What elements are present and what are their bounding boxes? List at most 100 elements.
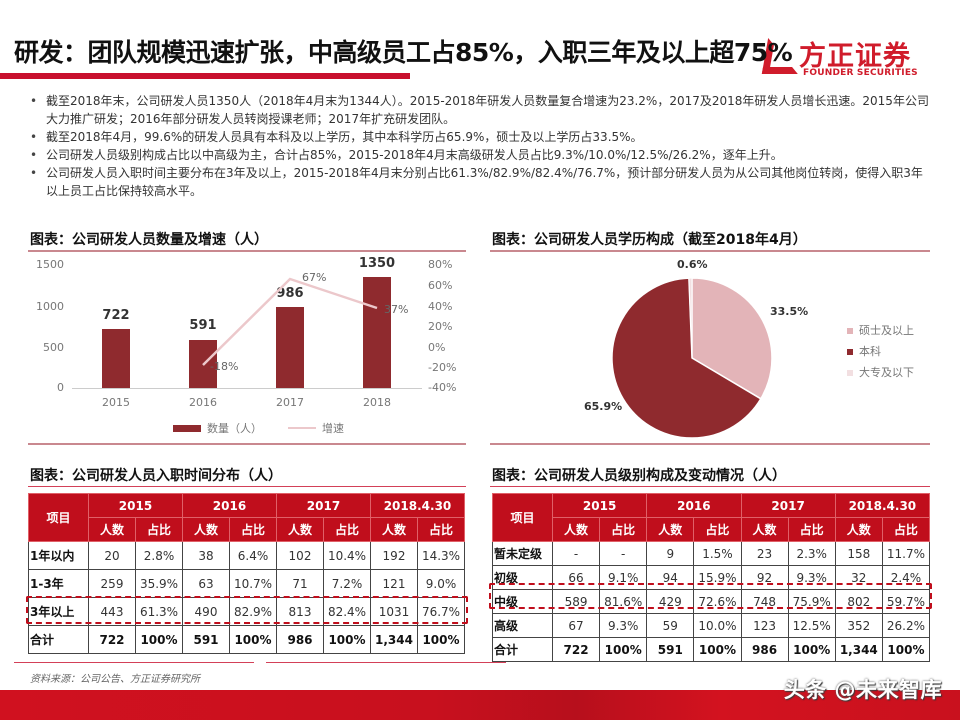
x-axis-line (72, 388, 422, 389)
col-header-year: 2016 (182, 493, 277, 518)
panel-divider (28, 443, 466, 445)
cell: 100% (881, 637, 931, 662)
cell: 100% (599, 637, 648, 662)
panel-divider (28, 486, 466, 487)
cell: 2.8% (135, 541, 183, 570)
cell: 94 (646, 565, 695, 590)
cell: 192 (370, 541, 418, 570)
cell: 2.4% (881, 565, 931, 590)
cell: 72.6% (693, 589, 742, 614)
panel-divider (28, 250, 466, 252)
table-row-highlighted: 3年以上 443 61.3% 490 82.9% 813 82.4% 1031 76.7… (28, 597, 465, 626)
bullet-item: 截至2018年4月，99.6%的研发人员具有本科及以上学历，其中本科学历占65.… (30, 128, 930, 146)
footer-divider (266, 662, 506, 663)
row-label: 3年以上 (28, 597, 89, 626)
legend-item: 大专及以下 (847, 362, 914, 383)
row-label: 1年以内 (28, 541, 89, 570)
legend-item: 硕士及以上 (847, 320, 914, 341)
panel-divider (490, 486, 930, 487)
table-row: 高级 67 9.3% 59 10.0% 123 12.5% 352 26.2% (492, 613, 931, 638)
y-right-tick: 0% (428, 341, 446, 354)
cell: 71 (276, 569, 324, 598)
bar-value-label: 986 (276, 286, 304, 301)
cell: 100% (229, 625, 277, 654)
col-header-ratio: 占比 (599, 517, 648, 542)
pie-label-college: 0.6% (677, 258, 708, 271)
cell: 23 (740, 541, 789, 566)
source-note: 资料来源：公司公告、方正证券研究所 (30, 674, 200, 685)
y-right-tick: 20% (428, 320, 453, 333)
col-header-item: 项目 (492, 493, 553, 542)
legend-item: 本科 (847, 341, 914, 362)
legend-swatch (847, 328, 853, 334)
cell: 986 (740, 637, 789, 662)
x-tick: 2018 (363, 396, 391, 409)
bar-2018 (363, 277, 391, 388)
bar-chart-title: 图表：公司研发人员数量及增速（人） (30, 232, 268, 248)
cell: 429 (646, 589, 695, 614)
y-right-tick: -40% (428, 381, 457, 394)
cell: 123 (740, 613, 789, 638)
pie-label-master: 33.5% (770, 305, 809, 318)
cell: 61.3% (135, 597, 183, 626)
col-header-count: 人数 (646, 517, 695, 542)
pie-chart-title: 图表：公司研发人员学历构成（截至2018年4月） (492, 232, 807, 248)
legend-swatch (847, 370, 853, 376)
col-header-count: 人数 (551, 517, 601, 542)
cell: 82.9% (229, 597, 277, 626)
col-header-ratio: 占比 (323, 517, 371, 542)
cell: 813 (276, 597, 324, 626)
tenure-table: 项目 2015 2016 2017 2018.4.30 人数 占比 人数 占比 人数… (28, 493, 465, 654)
y-left-tick: 0 (57, 381, 64, 394)
bar-value-label: 591 (189, 318, 217, 333)
cell: 7.2% (323, 569, 371, 598)
pie-graphic (612, 278, 772, 438)
legend-line-label: 增速 (322, 422, 344, 435)
cell: 748 (740, 589, 789, 614)
logo-english-name: FOUNDER SECURITIES (803, 68, 918, 78)
footer-band (0, 690, 960, 720)
bar-line-chart: 1500 1000 500 0 80% 60% 40% 20% 0% -20% … (28, 250, 468, 442)
panel-divider (490, 250, 930, 252)
summary-bullets: 截至2018年末，公司研发人员1350人（2018年4月末为1344人）。201… (30, 92, 930, 200)
bar-2015 (102, 329, 130, 388)
cell: 81.6% (599, 589, 648, 614)
cell: 722 (88, 625, 136, 654)
y-right-tick: -20% (428, 361, 457, 374)
watermark: 头条 @未来智库 (783, 678, 942, 702)
cell: 9.3% (787, 565, 836, 590)
cell: 14.3% (417, 541, 465, 570)
level-table: 项目 2015 2016 2017 2018.4.30 人数 占比 人数 占比 人数… (492, 493, 931, 662)
table-row: 1-3年 259 35.9% 63 10.7% 71 7.2% 121 9.0% (28, 569, 465, 598)
cell: 59.7% (881, 589, 931, 614)
col-header-ratio: 占比 (229, 517, 277, 542)
cell: 1.5% (693, 541, 742, 566)
tenure-table-title: 图表：公司研发人员入职时间分布（人） (30, 468, 282, 484)
cell: 11.7% (881, 541, 931, 566)
col-header-year: 2015 (551, 493, 648, 518)
row-label: 暂未定级 (492, 541, 553, 566)
legend-label: 大专及以下 (859, 366, 914, 379)
cell: - (599, 541, 648, 566)
col-header-count: 人数 (370, 517, 418, 542)
legend-bar-label: 数量（人） (207, 422, 262, 435)
panel-divider (490, 443, 930, 445)
bar-2017 (276, 307, 304, 388)
cell: 121 (370, 569, 418, 598)
col-header-ratio: 占比 (881, 517, 931, 542)
growth-label: 67% (302, 271, 327, 284)
cell: 9.0% (417, 569, 465, 598)
row-label: 1-3年 (28, 569, 89, 598)
cell: 100% (323, 625, 371, 654)
col-header-year: 2015 (88, 493, 183, 518)
cell: 722 (551, 637, 601, 662)
x-tick: 2015 (102, 396, 130, 409)
growth-label: -18% (210, 360, 239, 373)
cell: - (551, 541, 601, 566)
col-header-year: 2016 (646, 493, 742, 518)
cell: 100% (417, 625, 465, 654)
y-left-tick: 500 (43, 341, 64, 354)
pie-label-bachelor: 65.9% (584, 400, 623, 413)
cell: 158 (834, 541, 883, 566)
col-header-year: 2018.4.30 (370, 493, 465, 518)
